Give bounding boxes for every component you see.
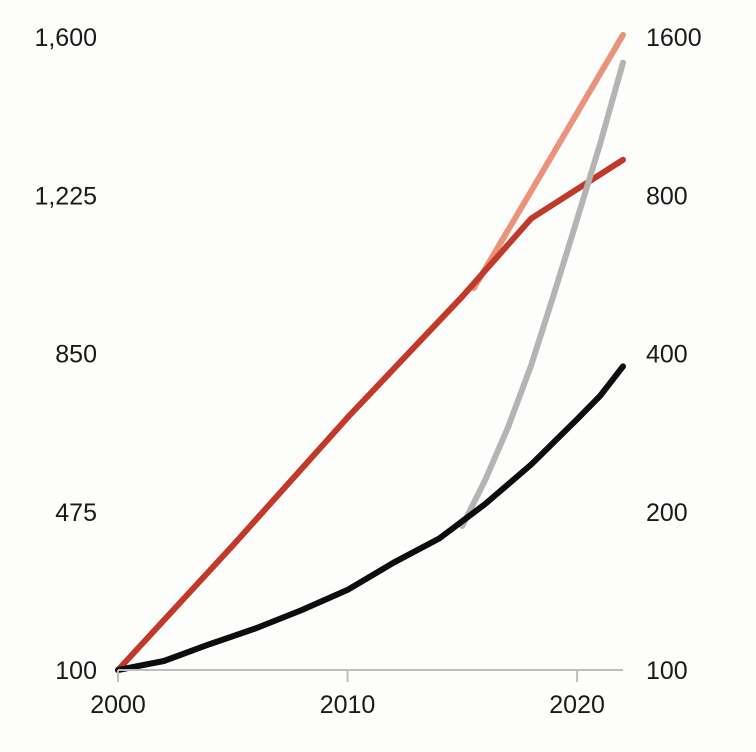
x-axis: 2000 2010 2020 <box>90 670 605 719</box>
series-line-3 <box>115 363 626 673</box>
left-tick-label: 1,225 <box>34 182 97 210</box>
right-tick-label: 800 <box>646 182 688 210</box>
x-tick-label: 2000 <box>90 691 146 719</box>
left-tick-label: 100 <box>55 657 97 685</box>
x-tick-label: 2010 <box>320 691 376 719</box>
right-tick-label: 400 <box>646 341 688 369</box>
right-tick-label: 1600 <box>646 24 702 52</box>
left-tick-label: 475 <box>55 499 97 527</box>
left-tick-label: 850 <box>55 341 97 369</box>
left-y-axis: 100 475 850 1,225 1,600 <box>34 24 97 685</box>
series-line-4 <box>459 59 626 529</box>
series-line-1 <box>115 156 626 673</box>
right-tick-label: 200 <box>646 499 688 527</box>
series-line-2 <box>470 31 626 292</box>
left-tick-label: 1,600 <box>34 24 97 52</box>
series-lines <box>115 31 626 673</box>
right-tick-label: 100 <box>646 657 688 685</box>
right-y-axis: 100 200 400 800 1600 <box>646 24 702 685</box>
x-tick-label: 2020 <box>549 691 605 719</box>
